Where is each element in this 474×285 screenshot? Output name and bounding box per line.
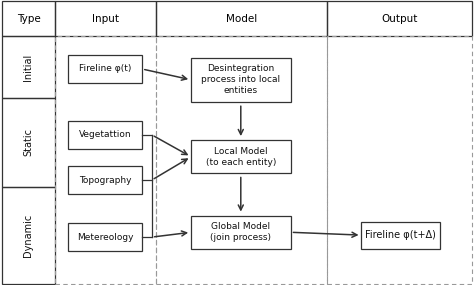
Text: Vegetattion: Vegetattion [79, 130, 132, 139]
Text: Model: Model [226, 13, 257, 24]
Text: Output: Output [381, 13, 418, 24]
Bar [69, 55, 142, 83]
Bar [327, 36, 472, 284]
Text: Static: Static [23, 129, 34, 156]
Bar [156, 36, 327, 284]
Bar [2, 98, 55, 187]
Bar [156, 1, 327, 36]
Text: Topography: Topography [79, 176, 131, 185]
Text: Input: Input [92, 13, 119, 24]
Text: Fireline φ(t): Fireline φ(t) [79, 64, 131, 74]
Bar [2, 1, 55, 36]
Bar [361, 222, 439, 249]
Bar [69, 166, 142, 194]
Bar [191, 140, 291, 173]
Bar [69, 223, 142, 251]
Text: Local Model
(to each entity): Local Model (to each entity) [206, 147, 276, 167]
Bar [69, 121, 142, 149]
Text: Fireline φ(t+Δ): Fireline φ(t+Δ) [365, 230, 436, 240]
Bar [191, 216, 291, 249]
Text: Initial: Initial [23, 53, 34, 81]
Text: Global Model
(join process): Global Model (join process) [210, 222, 271, 242]
Text: Metereology: Metereology [77, 233, 134, 242]
Bar [55, 36, 156, 284]
Bar [2, 187, 55, 284]
Text: Desintegration
process into local
entities: Desintegration process into local entiti… [201, 64, 280, 95]
Text: Dynamic: Dynamic [23, 213, 34, 257]
Bar [327, 1, 472, 36]
Bar [191, 58, 291, 102]
Text: Type: Type [17, 13, 40, 24]
Bar [2, 36, 55, 98]
Bar [55, 1, 156, 36]
